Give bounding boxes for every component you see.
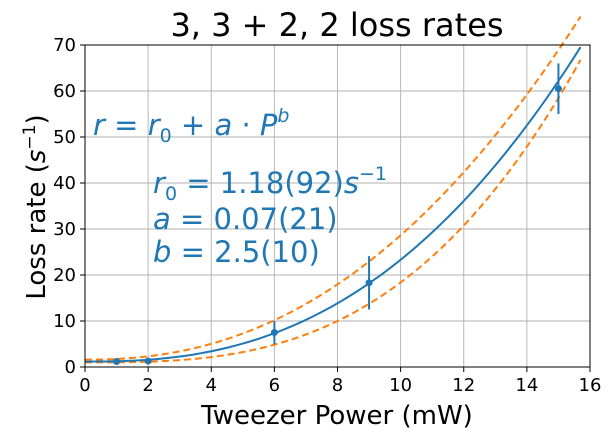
ticks: 0 2 4 6 8 10 12 14 16 0 10 20 30 40 50 60 70: [53, 35, 601, 396]
data-point: [270, 329, 278, 336]
r0-annotation: r0 = 1.18(92)s−1: [153, 163, 387, 205]
y-tick-label: 60: [53, 81, 76, 102]
y-tick-label: 50: [53, 127, 76, 148]
model-a: a: [214, 108, 232, 142]
curves: [84, 16, 582, 364]
model-r0: r: [148, 108, 162, 142]
model-r0-sub: 0: [160, 125, 172, 147]
y-tick-label: 20: [53, 265, 76, 286]
x-tick-label: 0: [79, 375, 90, 396]
x-tick-label: 12: [452, 375, 475, 396]
y-axis-label-sym: s: [22, 150, 52, 164]
y-axis-label-main: Loss rate (: [22, 163, 52, 300]
b-annotation: b = 2.5(10): [153, 235, 320, 269]
b-value: = 2.5(10): [171, 235, 319, 269]
x-tick-label: 8: [332, 375, 343, 396]
x-tick-label: 10: [389, 375, 412, 396]
y-axis-label-end: ): [22, 114, 52, 124]
model-dot: ·: [232, 108, 260, 142]
model-P: P: [260, 108, 278, 142]
data-point: [144, 357, 152, 365]
y-axis-label-exp: −1: [20, 125, 40, 150]
x-tick-label: 16: [579, 375, 602, 396]
r0-sub: 0: [165, 183, 177, 205]
lower-bound-curve: [85, 59, 582, 364]
y-tick-label: 40: [53, 173, 76, 194]
y-tick-label: 10: [53, 311, 76, 332]
model-plus: +: [172, 108, 215, 142]
upper-bound-curve: [84, 16, 582, 361]
r0-unit: s: [344, 166, 359, 200]
x-axis-label: Tweezer Power (mW): [200, 401, 473, 431]
y-tick-label: 0: [65, 357, 76, 378]
r0-value: = 1.18(92): [177, 166, 344, 200]
a-sym: a: [153, 202, 171, 236]
r0-sym: r: [153, 166, 167, 200]
x-tick-label: 4: [206, 375, 217, 396]
a-value: = 0.07(21): [171, 202, 338, 236]
chart-title: 3, 3 + 2, 2 loss rates: [170, 6, 503, 44]
data-point: [365, 279, 373, 287]
model-r: r: [93, 108, 107, 142]
y-tick-label: 30: [53, 219, 76, 240]
y-axis-label: Loss rate (s−1): [20, 114, 52, 299]
model-annotation: r = r0 + a · Pb: [93, 105, 289, 147]
model-eq: =: [105, 108, 148, 142]
x-tick-label: 2: [142, 375, 153, 396]
data-point: [113, 357, 121, 365]
data-point: [554, 85, 562, 93]
x-tick-label: 14: [515, 375, 538, 396]
model-P-exp: b: [277, 105, 289, 127]
data-points: [113, 63, 562, 365]
x-tick-label: 6: [269, 375, 280, 396]
b-sym: b: [153, 235, 171, 269]
y-tick-label: 70: [53, 35, 76, 56]
fit-curve: [85, 46, 582, 363]
a-annotation: a = 0.07(21): [153, 202, 338, 236]
r0-unit-exp: −1: [359, 163, 387, 185]
